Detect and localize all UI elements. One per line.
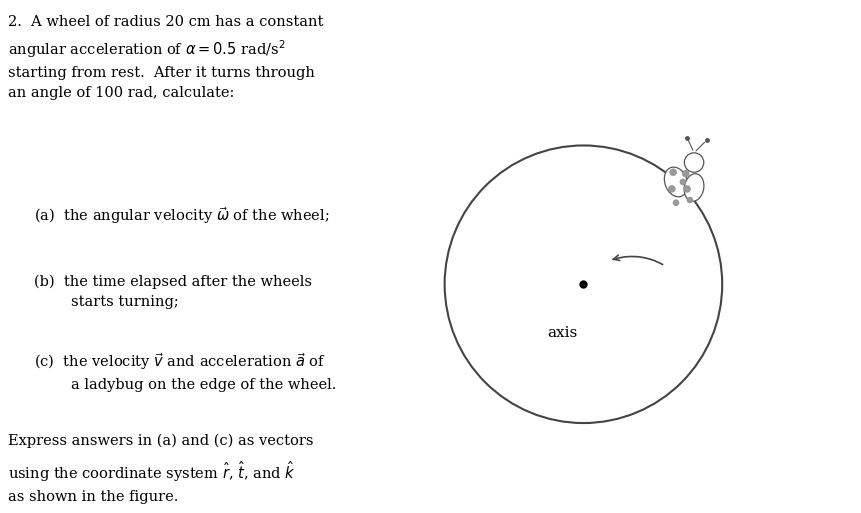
Text: (b)  the time elapsed after the wheels
        starts turning;: (b) the time elapsed after the wheels st…: [34, 274, 312, 309]
Circle shape: [684, 185, 691, 192]
Text: (a)  the angular velocity $\vec{\omega}$ of the wheel;: (a) the angular velocity $\vec{\omega}$ …: [34, 205, 330, 226]
Circle shape: [684, 153, 703, 172]
Circle shape: [682, 170, 689, 177]
Ellipse shape: [665, 167, 688, 197]
Ellipse shape: [684, 174, 704, 201]
Circle shape: [673, 200, 679, 206]
Text: Express answers in (a) and (c) as vectors
using the coordinate system $\hat{r}$,: Express answers in (a) and (c) as vector…: [9, 433, 314, 504]
Circle shape: [680, 179, 686, 185]
Text: (c)  the velocity $\vec{v}$ and acceleration $\vec{a}$ of
        a ladybug on t: (c) the velocity $\vec{v}$ and accelerat…: [34, 351, 336, 392]
Text: axis: axis: [548, 326, 578, 340]
Circle shape: [670, 169, 677, 176]
Circle shape: [668, 185, 675, 192]
Text: 2.  A wheel of radius 20 cm has a constant
angular acceleration of $\alpha = 0.5: 2. A wheel of radius 20 cm has a constan…: [9, 15, 324, 101]
Circle shape: [687, 197, 693, 203]
